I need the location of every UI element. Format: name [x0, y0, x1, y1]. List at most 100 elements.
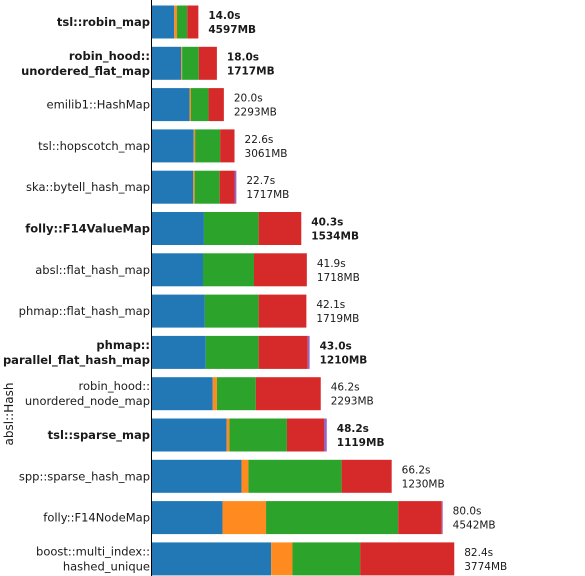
bar-segment-blue: [152, 294, 205, 328]
bar-segment-red: [255, 377, 321, 411]
total-time-label: 48.2s: [337, 423, 369, 435]
category-label: tsl::robin_map: [57, 15, 150, 30]
memory-label: 1718MB: [317, 272, 360, 284]
bar-segment-red: [286, 418, 324, 452]
bar-segment-green: [205, 335, 259, 369]
bar-segment-orange: [193, 129, 196, 163]
total-time-label: 43.0s: [320, 340, 352, 352]
bar-segment-green: [248, 459, 342, 493]
memory-label: 2293MB: [234, 107, 277, 119]
bar-segment-orange: [222, 501, 267, 535]
bar-segment-red: [220, 129, 235, 163]
bar-segment-green: [177, 5, 188, 39]
bar-segment-red: [208, 88, 224, 122]
bar-segment-orange: [226, 418, 230, 452]
bar-segment-red: [253, 253, 307, 287]
category-label: phmap::flat_hash_map: [19, 304, 150, 318]
bar-segment-green: [216, 377, 256, 411]
bar-segment-red: [187, 5, 199, 39]
bar-segment-orange: [212, 377, 217, 411]
category-label: tsl::hopscotch_map: [38, 139, 150, 153]
category-label: hashed_unique: [63, 559, 150, 573]
bar-segment-blue: [152, 170, 194, 204]
category-label: folly::F14NodeMap: [43, 511, 150, 525]
bar-segment-red: [219, 170, 235, 204]
category-labels-layer: tsl::robin_maprobin_hood::unordered_flat…: [3, 15, 150, 573]
total-time-label: 80.0s: [453, 506, 482, 518]
bar-segment-purple: [234, 170, 237, 204]
bar-segment-green: [190, 88, 209, 122]
bar-segment-purple: [307, 335, 310, 369]
memory-label: 3774MB: [464, 561, 507, 573]
bar-segment-blue: [152, 129, 194, 163]
total-time-label: 42.1s: [316, 299, 345, 311]
y-axis-label: absl::Hash: [2, 383, 16, 446]
memory-label: 4597MB: [208, 24, 256, 36]
category-label: robin_hood::: [79, 379, 150, 393]
category-label: tsl::sparse_map: [48, 428, 150, 443]
category-label: ska::bytell_hash_map: [26, 180, 150, 194]
category-label: phmap::: [96, 338, 150, 352]
bar-segment-blue: [152, 459, 242, 493]
bar-segment-green: [182, 46, 199, 80]
total-time-label: 40.3s: [311, 217, 343, 229]
total-time-label: 18.0s: [227, 51, 259, 63]
memory-label: 1717MB: [227, 65, 275, 77]
bar-segment-orange: [271, 542, 293, 576]
category-label: boost::multi_index::: [36, 544, 150, 558]
bars-layer: [152, 5, 455, 576]
total-time-label: 82.4s: [464, 547, 493, 559]
bar-segment-orange: [193, 170, 195, 204]
total-time-label: 41.9s: [317, 258, 346, 270]
category-label: folly::F14ValueMap: [25, 222, 150, 236]
category-label: absl::flat_hash_map: [35, 263, 150, 277]
bar-segment-green: [203, 253, 254, 287]
category-label: robin_hood::: [69, 49, 150, 64]
memory-label: 1210MB: [320, 354, 368, 366]
bar-segment-green: [195, 129, 221, 163]
bar-segment-red: [258, 335, 308, 369]
bar-segment-red: [341, 459, 392, 493]
bar-segment-blue: [152, 253, 203, 287]
memory-label: 2293MB: [331, 396, 374, 408]
bar-segment-blue: [152, 88, 190, 122]
bar-segment-red: [258, 212, 302, 245]
bar-segment-blue: [152, 377, 213, 411]
total-time-label: 46.2s: [331, 382, 360, 394]
bar-segment-red: [198, 46, 217, 80]
category-label: unordered_node_map: [25, 394, 150, 408]
bar-segment-green: [194, 170, 220, 204]
memory-label: 3061MB: [245, 148, 288, 160]
bar-segment-orange: [174, 5, 178, 39]
total-time-label: 22.6s: [245, 134, 274, 146]
total-time-label: 22.7s: [246, 175, 275, 187]
memory-label: 1534MB: [311, 231, 359, 243]
bar-segment-blue: [152, 418, 227, 452]
bar-segment-red: [258, 294, 307, 328]
bar-segment-red: [360, 542, 455, 576]
bar-segment-green: [229, 418, 287, 452]
category-label: emilib1::HashMap: [47, 98, 150, 112]
bar-segment-orange: [181, 46, 183, 80]
total-time-label: 20.0s: [234, 93, 263, 105]
memory-label: 1230MB: [402, 478, 445, 490]
bar-segment-green: [203, 212, 259, 245]
bar-segment-orange: [189, 88, 191, 122]
bar-segment-green: [204, 294, 259, 328]
bar-segment-blue: [152, 5, 175, 39]
bar-segment-purple: [323, 418, 327, 452]
total-time-label: 66.2s: [402, 464, 431, 476]
bar-segment-purple: [441, 501, 443, 535]
bar-segment-blue: [152, 501, 223, 535]
memory-label: 1719MB: [316, 313, 359, 325]
bar-segment-blue: [152, 542, 272, 576]
total-time-label: 14.0s: [208, 10, 240, 22]
memory-label: 1119MB: [337, 437, 385, 449]
bar-segment-green: [292, 542, 361, 576]
memory-label: 1717MB: [246, 189, 289, 201]
memory-label: 4542MB: [453, 520, 496, 532]
category-label: spp::sparse_hash_map: [19, 469, 150, 483]
bar-segment-blue: [152, 46, 182, 80]
value-annotations-layer: 14.0s 4597MB 18.0s 1717MB 20.0s 2293MB 22.6s 30…: [208, 10, 507, 573]
